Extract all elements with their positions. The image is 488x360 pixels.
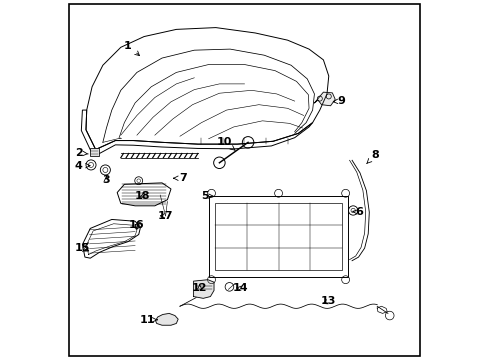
FancyBboxPatch shape bbox=[89, 148, 99, 156]
Text: 13: 13 bbox=[321, 296, 336, 306]
Polygon shape bbox=[193, 280, 214, 298]
Text: 2: 2 bbox=[75, 148, 88, 158]
Text: 4: 4 bbox=[75, 161, 90, 171]
Text: 18: 18 bbox=[134, 191, 150, 201]
Text: 1: 1 bbox=[124, 41, 139, 56]
Text: 11: 11 bbox=[139, 315, 157, 325]
Text: 7: 7 bbox=[173, 173, 187, 183]
Text: 16: 16 bbox=[129, 220, 144, 230]
Bar bbox=[215, 203, 341, 270]
Text: 10: 10 bbox=[217, 138, 235, 150]
Text: 17: 17 bbox=[158, 211, 173, 221]
Text: 14: 14 bbox=[233, 283, 248, 293]
Text: 15: 15 bbox=[75, 243, 90, 253]
Bar bbox=[208, 196, 348, 277]
Text: 6: 6 bbox=[352, 207, 363, 217]
Text: 9: 9 bbox=[333, 96, 345, 106]
Text: 3: 3 bbox=[102, 175, 110, 185]
Polygon shape bbox=[155, 314, 178, 325]
Polygon shape bbox=[314, 92, 335, 106]
Text: 12: 12 bbox=[191, 283, 207, 293]
Text: 8: 8 bbox=[366, 150, 379, 163]
Text: 5: 5 bbox=[201, 191, 213, 201]
